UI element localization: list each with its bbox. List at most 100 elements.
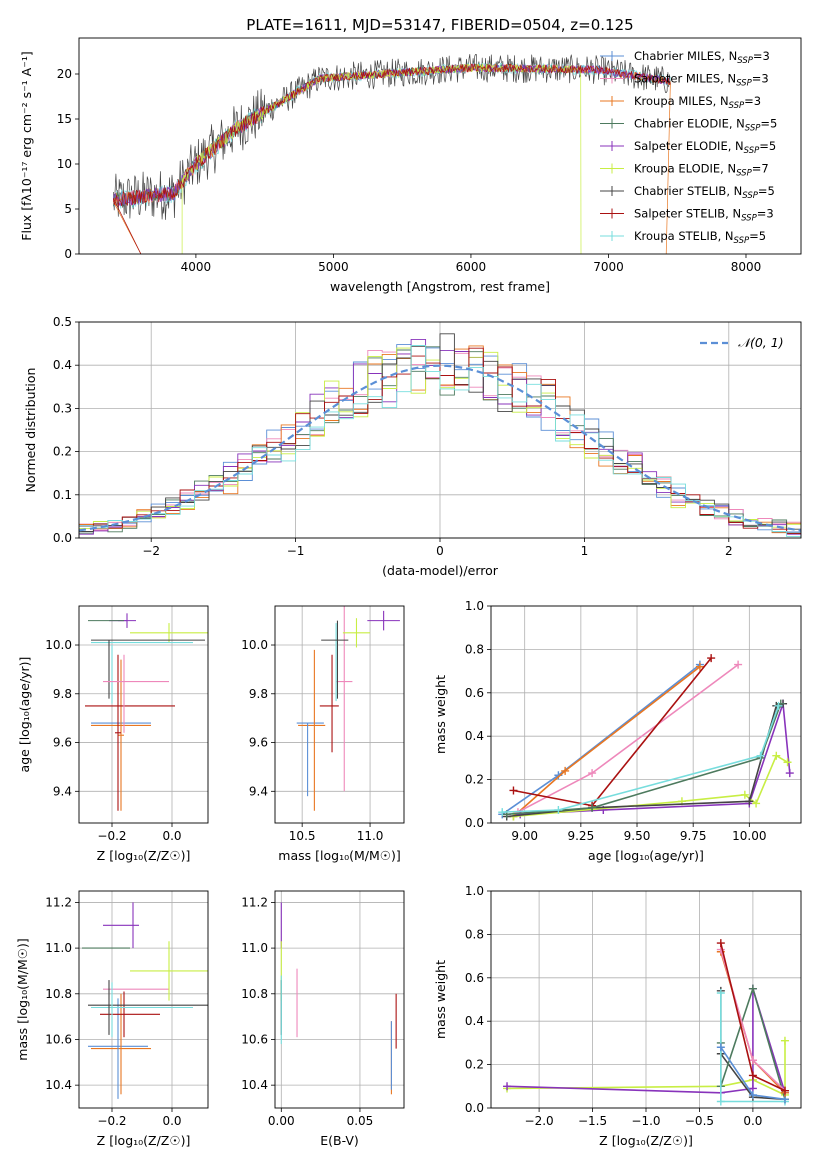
massweight_vs_age-series-point [783, 758, 792, 767]
legend-label-main: Kroupa MILES, N [634, 94, 729, 108]
massweight_vs_age-series-line [502, 705, 780, 813]
residuals-ytick-label: 0.1 [53, 488, 72, 502]
mass_vs_ebv-xlabel: E(B-V) [320, 1133, 359, 1148]
massweight_vs_Z-xtick-label: −0.5 [685, 1114, 714, 1128]
spectrum-ylabel: Flux [fλ10⁻¹⁷ erg cm⁻² s⁻¹ A⁻¹] [19, 51, 34, 240]
massweight_vs_age-xtick-label: 9.50 [624, 829, 651, 843]
mass_vs_ebv-axes: 0.00 0.05 10.4 10.6 10.8 11.0 11.2 E(B-V) [241, 890, 405, 1148]
massweight_vs_Z-xtick-label: −2.0 [525, 1114, 554, 1128]
legend-label-main: Kroupa STELIB, N [634, 229, 734, 243]
massweight_vs_age-series-point [498, 808, 507, 817]
massweight_vs_Z-series-point [780, 1036, 789, 1045]
massweight_vs_age-axes: 9.00 9.25 9.50 9.75 10.00 0.0 0.2 0.4 0.6 0.8 1.0 a… [433, 599, 802, 863]
massweight_vs_age-series-point [774, 701, 783, 710]
massweight_vs_Z-series-point [716, 939, 725, 948]
legend-label-sub: SSP [729, 101, 745, 111]
age_vs_Z-xlabel: Z [log₁₀(Z/Z☉)] [97, 848, 191, 863]
massweight_vs_Z-ytick-label: 0.6 [465, 971, 484, 985]
massweight_vs_Z-ylabel: mass weight [433, 960, 448, 1039]
massweight_vs_age-series-point [695, 662, 704, 671]
massweight_vs_Z-series-point [503, 1082, 512, 1091]
massweight_vs_Z-series-point [716, 1097, 725, 1106]
residuals-xtick-label: 2 [725, 544, 733, 558]
residuals-legend-label: 𝒩(0, 1) [738, 335, 784, 350]
mass_vs_Z-frame [78, 890, 209, 1109]
age_vs_mass-errorbar-point [342, 618, 371, 648]
residuals-histogram-8 [79, 345, 801, 537]
massweight_vs_Z-series-point [780, 1086, 789, 1095]
massweight_vs_Z-series-point [748, 1090, 757, 1099]
massweight_vs_Z-series-point [748, 1071, 757, 1080]
legend-label-sub: SSP [734, 236, 750, 246]
legend-label-sub: SSP [744, 146, 760, 156]
massweight_vs_age-series-point [554, 805, 563, 814]
massweight_vs_age-series-point [509, 786, 518, 795]
age_vs_mass-ytick-label: 9.4 [249, 784, 268, 798]
age_vs_Z-errorbar-point [115, 654, 121, 811]
age_vs_Z-errorbar-point [118, 659, 124, 811]
mass_vs_Z-xlabel: Z [log₁₀(Z/Z☉)] [97, 1133, 191, 1148]
mass_vs_Z-axes: −0.2 0.0 10.4 10.6 10.8 11.0 11.2 Z [log₁₀(Z/Z☉… [15, 890, 209, 1148]
spectrum-xtick-label: 5000 [318, 260, 349, 274]
spectrum-ytick-label: 0 [64, 247, 72, 261]
massweight_vs_age-ylabel: mass weight [433, 675, 448, 754]
mass_vs_ebv-frame [274, 890, 405, 1109]
mass_vs_Z-errorbar-point [130, 941, 208, 1001]
mass_vs_ebv-ytick-label: 10.6 [241, 1032, 268, 1046]
massweight_vs_age-series-point [740, 790, 749, 799]
residuals-ytick-label: 0.3 [53, 401, 72, 415]
age_vs_Z-axes: −0.2 0.0 9.4 9.6 9.8 10.0 Z [log₁₀(Z/Z☉)] age [… [17, 605, 209, 863]
mass_vs_ebv-ytick-label: 11.0 [241, 941, 268, 955]
massweight_vs_age-series-point [588, 769, 597, 778]
legend-label-tail: =5 [758, 184, 775, 198]
spectrum-xtick-label: 8000 [731, 260, 762, 274]
mass_vs_Z-ytick-label: 10.4 [45, 1078, 72, 1092]
residuals-plot-area [79, 333, 801, 538]
residuals-xlabel: (data-model)/error [382, 563, 499, 578]
legend-label-sub: SSP [741, 214, 757, 224]
massweight_vs_age-ytick-label: 0.8 [465, 642, 484, 656]
spectrum-xlabel: wavelength [Angstrom, rest frame] [330, 279, 550, 294]
massweight_vs_age-xtick-label: 9.25 [567, 829, 594, 843]
residuals-ylabel: Normed distribution [23, 368, 38, 493]
massweight_vs_age-series-point [772, 751, 781, 760]
massweight_vs_Z-xtick-label: 0.0 [743, 1114, 762, 1128]
mass_vs_Z-ytick-label: 11.2 [45, 895, 72, 909]
spectrum-xtick-label: 4000 [181, 260, 212, 274]
mass_vs_Z-ytick-label: 10.6 [45, 1032, 72, 1046]
age_vs_Z-frame [78, 605, 209, 824]
legend-label-sub: SSP [742, 191, 758, 201]
age_vs_Z-errorbar-point [130, 623, 208, 643]
legend-label-main: Chabrier ELODIE, N [634, 117, 745, 131]
age_vs_Z-xtick-label: −0.2 [97, 829, 126, 843]
massweight_vs_Z-frame [490, 890, 802, 1109]
massweight_vs_age-ytick-label: 0.6 [465, 686, 484, 700]
massweight_vs_age-xlabel: age [log₁₀(age/yr)] [588, 848, 704, 863]
massweight_vs_Z-series-point [748, 984, 757, 993]
age_vs_mass-plot-area [296, 606, 400, 811]
legend-label-tail: =3 [757, 207, 774, 221]
massweight_vs_Z-series-point [748, 1056, 757, 1065]
massweight_vs_age-xtick-label: 10.00 [732, 829, 766, 843]
mass_vs_Z-xtick-label: 0.0 [162, 1114, 181, 1128]
massweight_vs_age-series-point [752, 799, 761, 808]
spectrum-legend-label: Kroupa STELIB, NSSP=5 [634, 229, 766, 246]
mass_vs_Z-plot-area [82, 902, 208, 1099]
massweight_vs_age-series-point [734, 660, 743, 669]
legend-label-main: Salpeter STELIB, N [634, 207, 741, 221]
residuals-xtick-label: 0 [436, 544, 444, 558]
residuals-xtick-label: −1 [287, 544, 305, 558]
mass_vs_Z-xtick-label: −0.2 [97, 1114, 126, 1128]
massweight_vs_age-ytick-label: 0.4 [465, 729, 484, 743]
spectrum-legend-label: Chabrier STELIB, NSSP=5 [634, 184, 775, 201]
residuals-normal-curve [79, 364, 801, 532]
mass_vs_ebv-xtick-label: 0.05 [347, 1114, 374, 1128]
spectrum-ytick-label: 15 [57, 112, 72, 126]
residuals-ytick-label: 0.4 [53, 358, 72, 372]
massweight_vs_age-series-point [561, 766, 570, 775]
mass_vs_ebv-plot-area [280, 902, 397, 1095]
legend-label-tail: =3 [753, 49, 770, 63]
